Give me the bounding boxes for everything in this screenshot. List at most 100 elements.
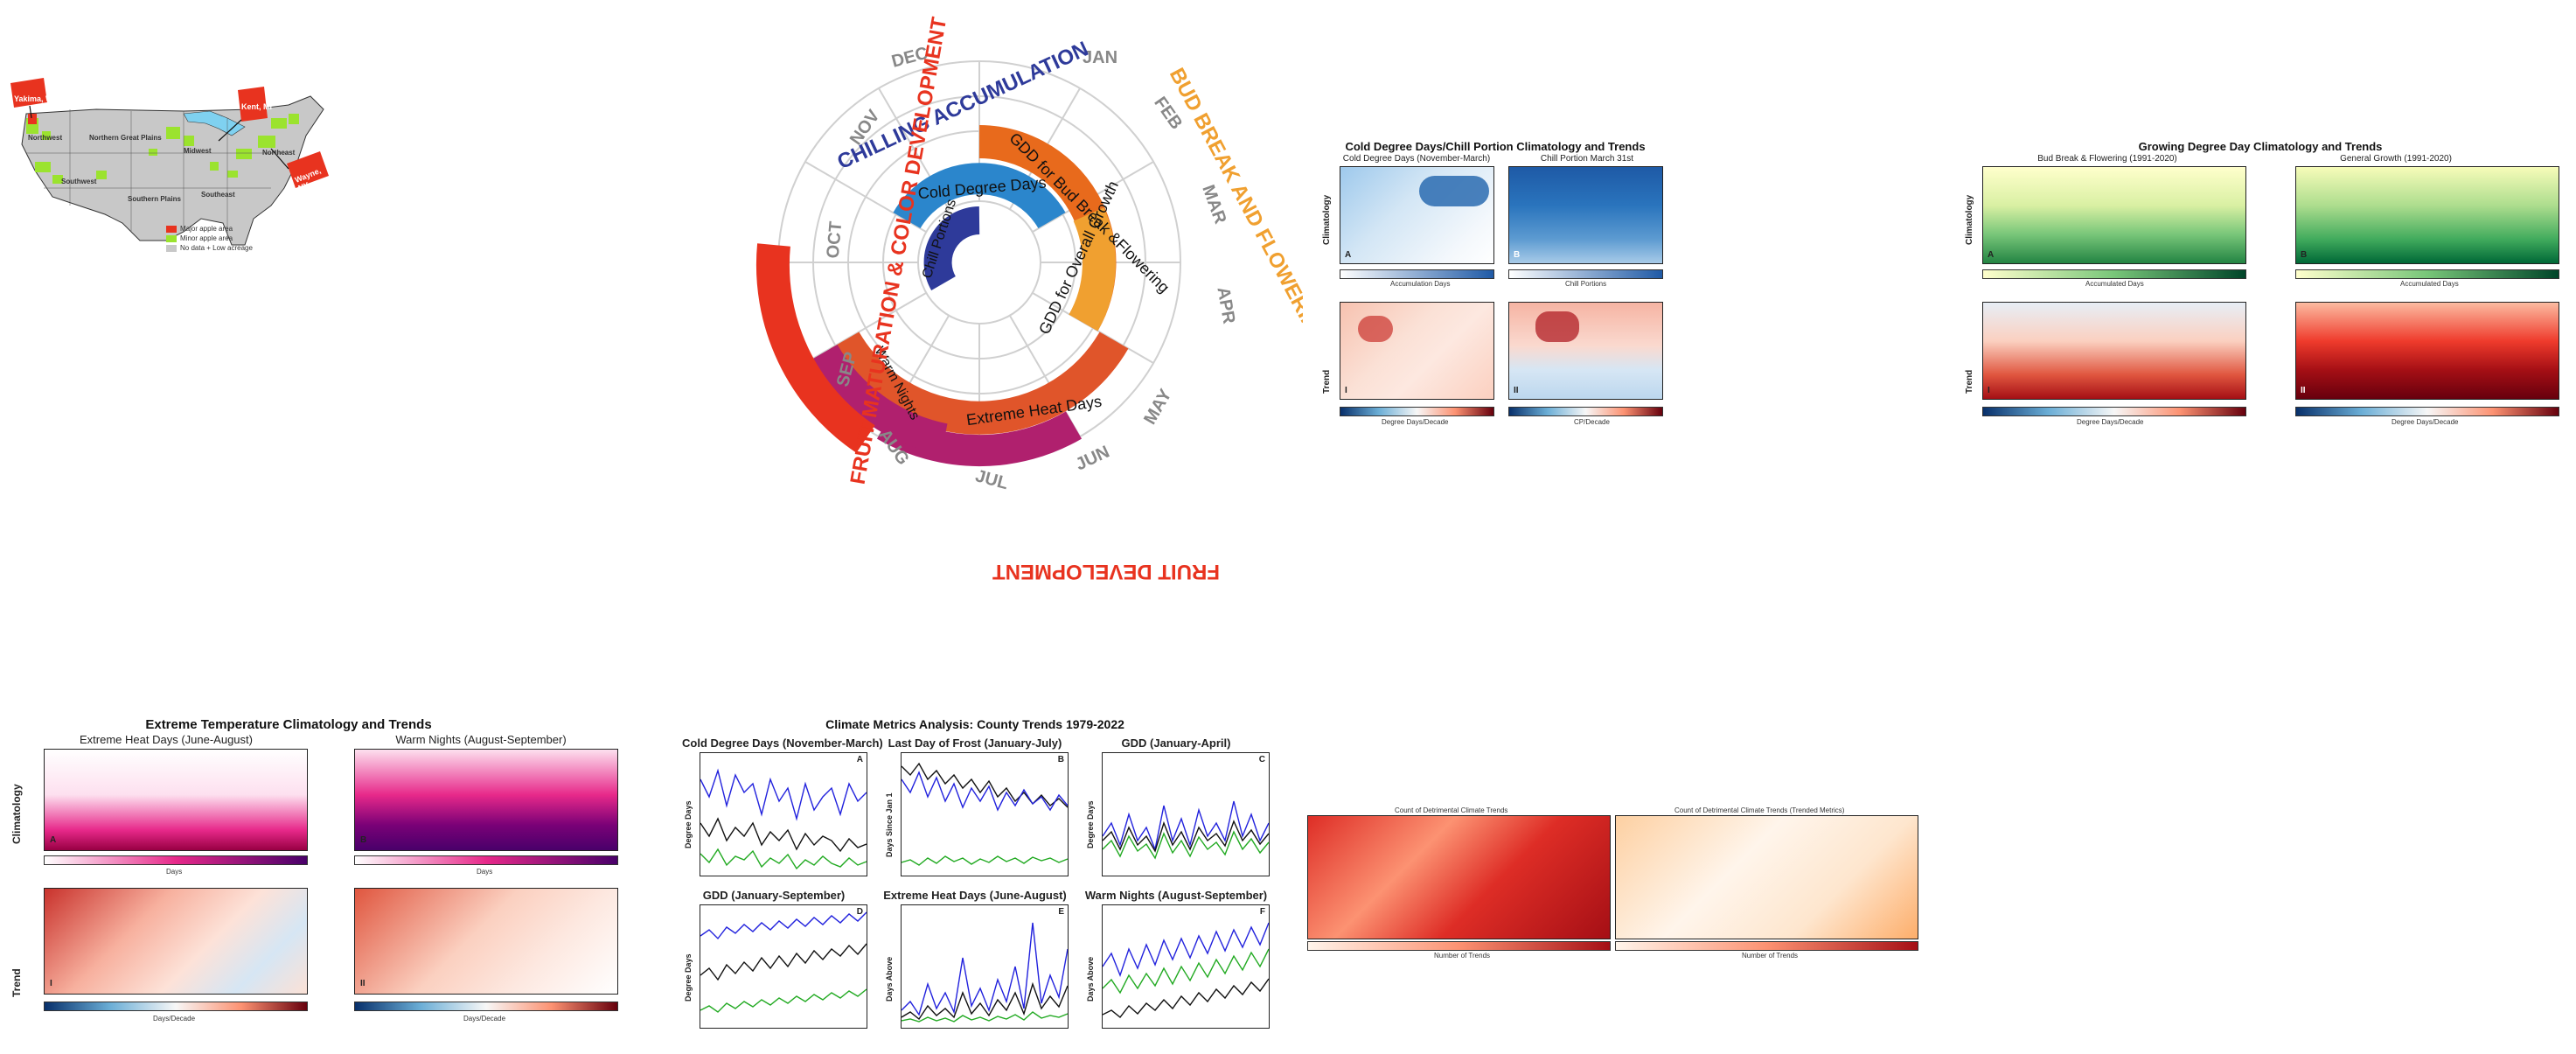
arc-cold-degree-days: [893, 163, 1066, 229]
chill-figure-title: Cold Degree Days/Chill Portion Climatolo…: [1345, 140, 1646, 153]
gdd-right-title: General Growth (1991-2020): [2340, 154, 2452, 164]
gdd-map-i: I: [1982, 302, 2246, 400]
ts-title-c: GDD (January-April): [1121, 736, 1231, 750]
gdd-letter-ii: II: [2301, 386, 2306, 395]
gdd-map-a: A: [1982, 166, 2246, 264]
ts-letter-b: B: [1057, 755, 1064, 764]
extreme-cbar-label-a: Days: [166, 868, 183, 876]
extreme-right-title: Warm Nights (August-September): [395, 733, 567, 746]
apple-area-map-figure: Yakima, WA Kent, MI Wayne, NY Northwest …: [9, 66, 332, 267]
trend-count-cbar-label-left: Number of Trends: [1434, 952, 1491, 960]
chill-letter-a: A: [1345, 250, 1352, 260]
trend-count-cbar-label-right: Number of Trends: [1742, 952, 1799, 960]
gdd-letter-b: B: [2301, 250, 2308, 260]
ts-letter-e: E: [1058, 907, 1064, 917]
chill-cbar-a: [1340, 269, 1494, 279]
chill-map-a: A: [1340, 166, 1494, 264]
gdd-row-label-clim: Climatology: [1965, 194, 1974, 245]
chill-right-title: Chill Portion March 31st: [1540, 154, 1634, 164]
title-fruit-dev: FRUIT DEVELOPMENT: [992, 560, 1220, 583]
gdd-map-b: B: [2295, 166, 2559, 264]
trend-count-map-right: [1615, 815, 1918, 939]
gdd-map-ii: II: [2295, 302, 2559, 400]
ts-panel-d: D: [700, 904, 867, 1029]
ts-panel-f: F: [1102, 904, 1270, 1029]
extreme-letter-b: B: [360, 835, 367, 845]
trend-count-left-title: Count of Detrimental Climate Trends: [1395, 806, 1508, 814]
chill-letter-i: I: [1345, 386, 1347, 395]
chill-cbar-label-i: Degree Days/Decade: [1382, 418, 1449, 426]
callout-label-kent: Kent, MI: [241, 102, 272, 111]
extreme-letter-a: A: [50, 835, 57, 845]
ts-title-f: Warm Nights (August-September): [1084, 889, 1268, 902]
region-label-southeast: Southeast: [201, 191, 235, 199]
ts-letter-c: C: [1258, 755, 1265, 764]
gdd-cbar-label-i: Degree Days/Decade: [2077, 418, 2144, 426]
extreme-map-b: B: [354, 749, 618, 851]
legend-swatch-nodata: [166, 244, 177, 252]
arc-gdd-bud-break-gold: [1069, 207, 1116, 332]
region-label-southwest: Southwest: [61, 178, 97, 185]
chill-cbar-b: [1508, 269, 1663, 279]
arc-warm-nights: [810, 344, 948, 455]
ts-panel-c: C: [1102, 752, 1270, 876]
region-label-ngp: Northern Great Plains: [89, 134, 162, 142]
apple-area-map: [10, 78, 329, 246]
ts-letter-f: F: [1259, 907, 1265, 917]
extreme-figure: Extreme Temperature Climatology and Tren…: [9, 717, 638, 1045]
trend-count-cbar-left: [1307, 941, 1611, 951]
ts-panel-a: A: [700, 752, 867, 876]
chill-map-b: B: [1508, 166, 1663, 264]
ts-ylabel-b: Days Since Jan 1: [885, 792, 894, 857]
chill-cbar-label-a: Accumulation Days: [1390, 280, 1451, 288]
legend-major: Major apple area: [180, 225, 233, 233]
gdd-cbar-label-b: Accumulated Days: [2400, 280, 2459, 288]
timeseries-figure-title: Climate Metrics Analysis: County Trends …: [825, 717, 1124, 731]
gdd-cbar-a: [1982, 269, 2246, 279]
gdd-letter-i: I: [1988, 386, 1990, 395]
arc-chill-portions: [923, 206, 981, 290]
gdd-figure-title: Growing Degree Day Climatology and Trend…: [2138, 140, 2383, 153]
callout-label-yakima: Yakima, WA: [14, 94, 59, 103]
chill-cbar-i: [1340, 407, 1494, 416]
ts-ylabel-f: Days Above: [1086, 956, 1095, 1002]
chill-row-label-clim: Climatology: [1322, 194, 1332, 245]
region-label-northeast: Northeast: [262, 149, 296, 157]
extreme-cbar-label-i: Days/Decade: [153, 1015, 196, 1023]
ts-title-a: Cold Degree Days (November-March): [682, 736, 883, 750]
legend-nodata: No data + Low acreage: [180, 244, 253, 252]
chill-row-label-trend: Trend: [1322, 369, 1332, 394]
month-oct: OCT: [824, 220, 846, 259]
extreme-row-label-clim: Climatology: [10, 784, 23, 844]
ts-ylabel-c: Degree Days: [1086, 800, 1095, 848]
callout-yakima: [10, 78, 47, 119]
ts-ylabel-d: Degree Days: [684, 953, 693, 1002]
trend-count-right-title: Count of Detrimental Climate Trends (Tre…: [1674, 806, 1845, 814]
phenology-wheel-figure: JAN FEB MAR APR MAY JUN JUL AUG SEP OCT …: [665, 0, 1331, 604]
arc-fruit-maturation: [755, 243, 875, 453]
callout-wayne: [270, 148, 329, 188]
phenology-wheel: JAN FEB MAR APR MAY JUN JUL AUG SEP OCT …: [755, 15, 1331, 583]
gdd-cbar-b: [2295, 269, 2559, 279]
trend-count-cbar-right: [1615, 941, 1918, 951]
legend-swatch-major: [166, 225, 177, 233]
extreme-map-ii: II: [354, 888, 618, 995]
gdd-letter-a: A: [1988, 250, 1995, 260]
extreme-cbar-a: [44, 855, 308, 865]
ts-title-b: Last Day of Frost (January-July): [888, 736, 1062, 750]
extreme-cbar-label-b: Days: [477, 868, 493, 876]
month-apr: APR: [1213, 285, 1238, 325]
ts-letter-a: A: [856, 755, 863, 764]
ts-title-d: GDD (January-September): [702, 889, 846, 902]
ts-panel-b: B: [901, 752, 1069, 876]
legend-minor: Minor apple area: [180, 234, 233, 242]
extreme-letter-ii: II: [360, 979, 366, 988]
month-jul: JUL: [973, 466, 1010, 493]
region-label-northwest: Northwest: [28, 134, 63, 142]
gdd-row-label-trend: Trend: [1965, 369, 1974, 394]
gdd-cbar-ii: [2295, 407, 2559, 416]
chill-letter-b: B: [1514, 250, 1521, 260]
month-jun: JUN: [1073, 443, 1113, 475]
ts-ylabel-a: Degree Days: [684, 800, 693, 848]
extreme-figure-title: Extreme Temperature Climatology and Tren…: [145, 717, 432, 732]
